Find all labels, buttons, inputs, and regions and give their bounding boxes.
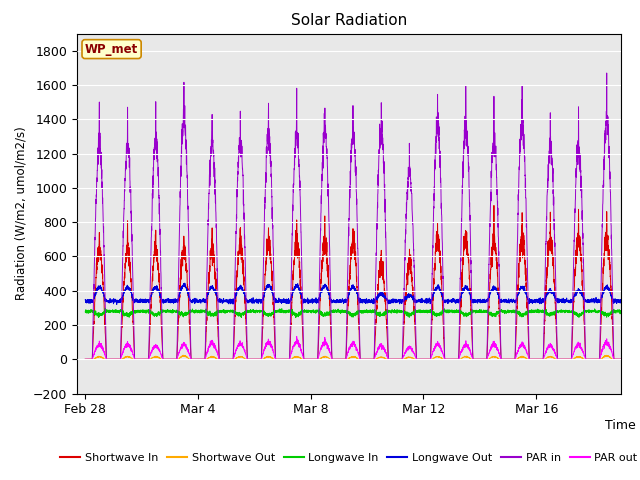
PAR out [308,357,316,362]
PAR out [428,351,436,357]
Longwave In [292,315,300,321]
Shortwave Out [577,354,585,360]
Y-axis label: Radiation (W/m2, umol/m2/s): Radiation (W/m2, umol/m2/s) [14,127,27,300]
Shortwave Out [308,357,316,362]
PAR out [99,344,106,350]
Title: Solar Radiation: Solar Radiation [291,13,407,28]
PAR in [145,335,153,340]
Shortwave In [99,271,106,277]
Longwave Out [314,298,321,304]
PAR out [145,355,153,361]
Longwave Out [577,289,585,295]
Longwave In [101,305,109,311]
Longwave Out [81,297,89,302]
Line: Longwave In: Longwave In [85,308,621,318]
Longwave In [314,308,321,313]
PAR out [617,357,625,362]
Line: PAR in: PAR in [85,73,621,360]
Shortwave In [145,345,153,350]
PAR in [603,70,611,76]
PAR in [617,357,625,362]
Longwave In [308,308,316,314]
Longwave In [145,309,153,315]
PAR in [577,182,585,188]
Shortwave Out [81,357,89,362]
Shortwave In [428,316,436,322]
Shortwave In [490,203,498,208]
Shortwave Out [145,357,153,362]
Longwave Out [113,301,120,307]
Longwave In [99,311,106,317]
Longwave Out [180,280,188,286]
Shortwave Out [428,356,436,362]
PAR out [81,357,89,362]
Longwave Out [617,300,625,306]
PAR out [293,334,301,339]
X-axis label: Time: Time [605,419,636,432]
Longwave Out [308,298,316,303]
Shortwave In [577,258,585,264]
Shortwave Out [99,355,106,360]
PAR in [428,271,436,276]
Text: WP_met: WP_met [85,43,138,56]
PAR in [307,357,315,362]
Shortwave Out [617,357,625,362]
PAR out [577,346,585,352]
Line: Shortwave Out: Shortwave Out [85,355,621,360]
Longwave Out [99,290,106,296]
Longwave In [81,309,89,315]
Shortwave In [314,357,321,362]
Shortwave Out [179,352,187,358]
Line: Longwave Out: Longwave Out [85,283,621,304]
Longwave In [577,311,585,316]
Shortwave In [81,357,89,362]
PAR out [314,357,321,362]
Shortwave Out [314,357,321,362]
PAR in [81,357,89,362]
Longwave In [617,308,625,313]
Longwave Out [145,299,153,305]
Shortwave In [617,357,625,362]
Longwave In [429,311,436,316]
Line: PAR out: PAR out [85,336,621,360]
Line: Shortwave In: Shortwave In [85,205,621,360]
Legend: Shortwave In, Shortwave Out, Longwave In, Longwave Out, PAR in, PAR out: Shortwave In, Shortwave Out, Longwave In… [56,448,640,467]
Longwave Out [429,296,436,301]
Shortwave In [307,357,315,362]
PAR in [314,357,321,362]
PAR in [99,195,106,201]
